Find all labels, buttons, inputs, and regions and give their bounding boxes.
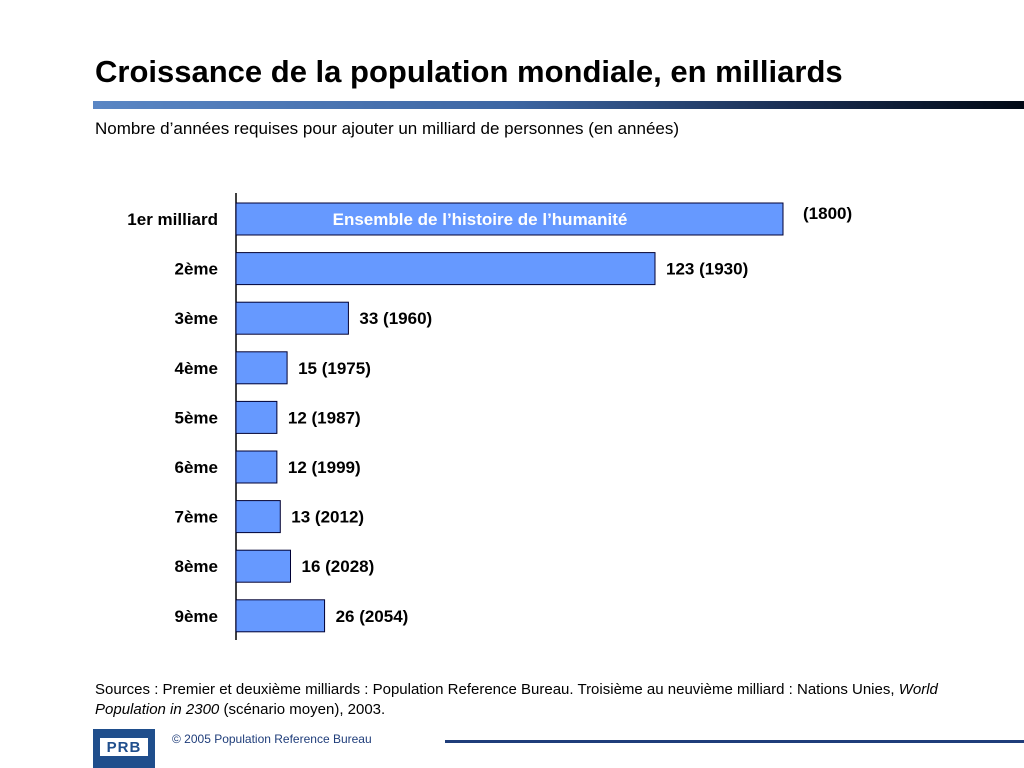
bar bbox=[235, 450, 278, 484]
title-underline bbox=[93, 101, 1024, 109]
category-label: 7ème bbox=[175, 508, 218, 527]
bar bbox=[235, 202, 784, 236]
data-label: 16 (2028) bbox=[302, 557, 375, 576]
bar-chart: 1er milliard (1800) Ensemble de l’histoire… bbox=[127, 193, 852, 640]
category-label: 5ème bbox=[175, 408, 218, 427]
prb-logo: PRB bbox=[93, 729, 155, 768]
slide-title: Croissance de la population mondiale, en… bbox=[95, 54, 843, 89]
bar bbox=[235, 500, 281, 534]
category-label: 9ème bbox=[175, 607, 218, 626]
source-text-end: (scénario moyen), 2003. bbox=[219, 701, 386, 718]
category-label: 6ème bbox=[175, 458, 218, 477]
category-label: 8ème bbox=[175, 557, 218, 576]
prb-logo-mark: PRB bbox=[100, 738, 148, 756]
data-label: 15 (1975) bbox=[298, 359, 371, 378]
logo-text: PRB bbox=[107, 739, 142, 756]
chart-subtitle: Nombre d’années requises pour ajouter un… bbox=[95, 119, 680, 138]
data-label: (1800) bbox=[803, 204, 852, 223]
bar bbox=[235, 301, 349, 335]
category-label: 4ème bbox=[175, 359, 218, 378]
footer-rule bbox=[445, 740, 1024, 743]
source-text: Sources : Premier et deuxième milliards … bbox=[95, 681, 899, 698]
data-label: 123 (1930) bbox=[666, 260, 748, 279]
category-label: 2ème bbox=[175, 260, 218, 279]
data-label: 33 (1960) bbox=[359, 309, 432, 328]
data-label: 12 (1987) bbox=[288, 408, 361, 427]
bar bbox=[235, 351, 288, 385]
source-note: Sources : Premier et deuxième milliards … bbox=[95, 680, 975, 720]
category-label: 3ème bbox=[175, 309, 218, 328]
copyright: © 2005 Population Reference Bureau bbox=[172, 732, 372, 746]
bar bbox=[235, 549, 292, 583]
first-bar-label: Ensemble de l’histoire de l’humanité bbox=[333, 210, 628, 229]
bar bbox=[235, 252, 656, 286]
bar bbox=[235, 400, 278, 434]
data-label: 13 (2012) bbox=[291, 508, 364, 527]
bar bbox=[235, 599, 326, 633]
category-label: 1er milliard bbox=[127, 210, 218, 229]
source-publication: World Population in 2300 bbox=[95, 681, 938, 718]
data-label: 12 (1999) bbox=[288, 458, 361, 477]
data-label: 26 (2054) bbox=[336, 607, 409, 626]
